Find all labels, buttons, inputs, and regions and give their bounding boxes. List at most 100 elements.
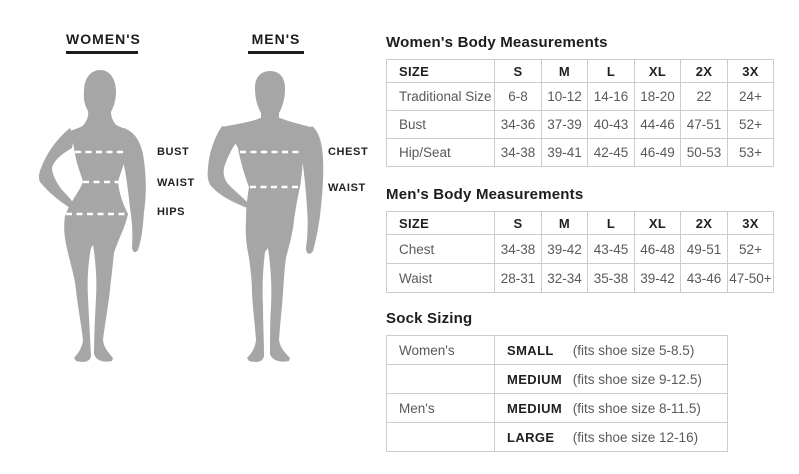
value-cell: 10-12 xyxy=(541,82,588,111)
table-row: MEDIUM (fits shoe size 9-12.5) xyxy=(386,364,728,394)
value-cell: 47-51 xyxy=(680,110,728,139)
value-cell: 42-45 xyxy=(587,138,635,167)
man-figure-shape xyxy=(207,71,324,362)
woman-body-shape xyxy=(64,118,128,362)
table-row: Chest 34-38 39-42 43-45 46-48 49-51 52+ xyxy=(386,234,774,264)
value-cell: 39-42 xyxy=(634,263,681,293)
row-label-cell: Chest xyxy=(386,234,495,264)
sock-size-label: MEDIUM xyxy=(507,371,563,387)
sock-group-cell: Women's xyxy=(386,335,495,365)
mens-figure-title: MEN'S xyxy=(248,31,304,54)
sock-fits-text: (fits shoe size 9-12.5) xyxy=(572,371,702,387)
size-header-cell: SIZE xyxy=(386,211,495,235)
row-label-cell: Waist xyxy=(386,263,495,293)
table-row: Waist 28-31 32-34 35-38 39-42 43-46 47-5… xyxy=(386,263,774,293)
value-cell: 52+ xyxy=(727,110,774,139)
sock-size-label: LARGE xyxy=(507,429,555,445)
woman-head-shape xyxy=(82,70,118,131)
value-cell: 39-41 xyxy=(541,138,588,167)
sock-detail-cell: MEDIUM (fits shoe size 8-11.5) xyxy=(494,393,728,423)
sock-detail-cell: LARGE (fits shoe size 12-16) xyxy=(494,422,728,452)
sock-sizing-table: Women's SMALL (fits shoe size 5-8.5) MED… xyxy=(386,335,728,452)
value-cell: 52+ xyxy=(727,234,774,264)
table-row: Traditional Size 6-8 10-12 14-16 18-20 2… xyxy=(386,82,774,111)
header-cell: M xyxy=(541,59,588,83)
sock-group-cell xyxy=(386,364,495,394)
table-row: Men's MEDIUM (fits shoe size 8-11.5) xyxy=(386,393,728,423)
man-head-shape xyxy=(255,71,285,125)
table-row: Women's SMALL (fits shoe size 5-8.5) xyxy=(386,335,728,365)
mens-measurements-title: Men's Body Measurements xyxy=(386,186,584,203)
header-cell: XL xyxy=(634,59,681,83)
mens-body-silhouette xyxy=(207,71,324,362)
sock-fits-text: (fits shoe size 5-8.5) xyxy=(572,342,695,358)
sock-size-label: SMALL xyxy=(507,342,554,358)
value-cell: 46-48 xyxy=(634,234,681,264)
womens-figure-title: WOMEN'S xyxy=(66,31,140,54)
table-row: Hip/Seat 34-38 39-41 42-45 46-49 50-53 5… xyxy=(386,138,774,167)
header-cell: 3X xyxy=(727,59,774,83)
header-cell: XL xyxy=(634,211,681,235)
hips-label: HIPS xyxy=(157,206,186,218)
value-cell: 37-39 xyxy=(541,110,588,139)
value-cell: 53+ xyxy=(727,138,774,167)
value-cell: 43-46 xyxy=(680,263,728,293)
value-cell: 34-36 xyxy=(494,110,542,139)
row-label-cell: Traditional Size xyxy=(386,82,495,111)
value-cell: 28-31 xyxy=(494,263,542,293)
womens-measurements-table: SIZE S M L XL 2X 3X Traditional Size 6-8… xyxy=(386,59,774,167)
man-body-shape xyxy=(222,118,314,362)
table-row: Bust 34-36 37-39 40-43 44-46 47-51 52+ xyxy=(386,110,774,139)
header-cell: S xyxy=(494,211,542,235)
sock-fits-text: (fits shoe size 8-11.5) xyxy=(572,400,701,416)
table-row: LARGE (fits shoe size 12-16) xyxy=(386,422,728,452)
value-cell: 24+ xyxy=(727,82,774,111)
woman-right-arm-shape xyxy=(120,128,146,253)
value-cell: 6-8 xyxy=(494,82,542,111)
header-cell: 3X xyxy=(727,211,774,235)
value-cell: 34-38 xyxy=(494,234,542,264)
header-cell: L xyxy=(587,59,635,83)
size-header-cell: SIZE xyxy=(386,59,495,83)
womens-measurements-title: Women's Body Measurements xyxy=(386,34,608,51)
sock-group-cell: Men's xyxy=(386,393,495,423)
table-header-row: SIZE S M L XL 2X 3X xyxy=(386,211,774,235)
size-tables-column: Women's Body Measurements SIZE S M L XL … xyxy=(386,30,776,452)
value-cell: 40-43 xyxy=(587,110,635,139)
value-cell: 14-16 xyxy=(587,82,635,111)
header-cell: 2X xyxy=(680,59,728,83)
value-cell: 44-46 xyxy=(634,110,681,139)
header-cell: M xyxy=(541,211,588,235)
waist-label-women: WAIST xyxy=(157,177,195,189)
man-left-arm-shape xyxy=(207,126,256,211)
man-right-arm-shape xyxy=(301,126,324,254)
sock-group-cell xyxy=(386,422,495,452)
header-cell: L xyxy=(587,211,635,235)
row-label-cell: Hip/Seat xyxy=(386,138,495,167)
waist-label-men: WAIST xyxy=(328,182,366,194)
value-cell: 47-50+ xyxy=(727,263,774,293)
value-cell: 39-42 xyxy=(541,234,588,264)
value-cell: 46-49 xyxy=(634,138,681,167)
sock-fits-text: (fits shoe size 12-16) xyxy=(572,429,699,445)
mens-measurements-table: SIZE S M L XL 2X 3X Chest 34-38 39-42 43… xyxy=(386,211,774,293)
womens-body-silhouette xyxy=(38,70,146,362)
woman-left-arm-shape xyxy=(38,128,78,212)
value-cell: 49-51 xyxy=(680,234,728,264)
sock-detail-cell: MEDIUM (fits shoe size 9-12.5) xyxy=(494,364,728,394)
bust-label: BUST xyxy=(157,146,190,158)
value-cell: 35-38 xyxy=(587,263,635,293)
value-cell: 22 xyxy=(680,82,728,111)
value-cell: 43-45 xyxy=(587,234,635,264)
woman-figure-shape xyxy=(38,70,146,362)
header-cell: 2X xyxy=(680,211,728,235)
sock-detail-cell: SMALL (fits shoe size 5-8.5) xyxy=(494,335,728,365)
value-cell: 34-38 xyxy=(494,138,542,167)
sock-sizing-title: Sock Sizing xyxy=(386,310,473,327)
row-label-cell: Bust xyxy=(386,110,495,139)
value-cell: 32-34 xyxy=(541,263,588,293)
sock-size-label: MEDIUM xyxy=(507,400,563,416)
value-cell: 18-20 xyxy=(634,82,681,111)
chest-label: CHEST xyxy=(328,146,369,158)
